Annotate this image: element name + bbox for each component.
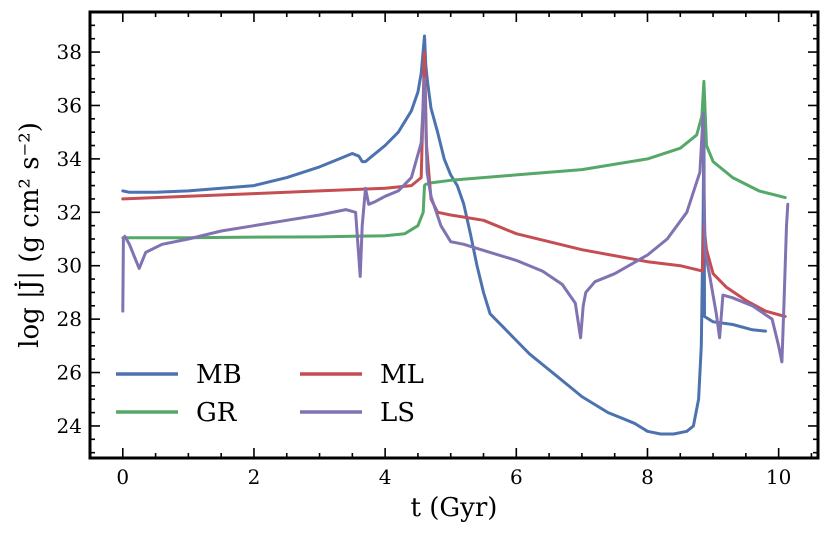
series-line-mb: [121, 34, 767, 436]
series-layer: [121, 34, 790, 436]
y-tick-label: 30: [57, 254, 82, 278]
legend-label-mb: MB: [196, 360, 242, 390]
legend-label-ml: ML: [380, 360, 424, 390]
y-tick-label: 32: [57, 200, 82, 224]
plot-frame: [88, 10, 820, 460]
y-tick-label: 26: [57, 361, 82, 385]
x-tick-label: 10: [766, 465, 791, 489]
y-tick-label: 36: [57, 93, 82, 117]
y-tick-label: 34: [57, 147, 82, 171]
series-line-ls: [121, 77, 790, 364]
legend-label-ls: LS: [380, 398, 415, 428]
x-tick-label: 4: [379, 465, 392, 489]
series-line-gr: [121, 79, 787, 240]
legend-label-gr: GR: [196, 398, 238, 428]
y-tick-label: 38: [57, 40, 82, 64]
y-tick-label: 24: [57, 414, 82, 438]
x-tick-label: 2: [248, 465, 261, 489]
y-tick-label: 28: [57, 307, 82, 331]
legend: MB GR ML LS: [116, 360, 424, 428]
x-tick-label: 8: [641, 465, 654, 489]
y-axis-title: log |J̇| (g cm² s⁻²): [14, 122, 45, 348]
series-line-ml: [121, 50, 787, 318]
x-tick-label: 6: [510, 465, 523, 489]
x-axis-title: t (Gyr): [411, 493, 498, 523]
x-tick-label: 0: [116, 465, 129, 489]
